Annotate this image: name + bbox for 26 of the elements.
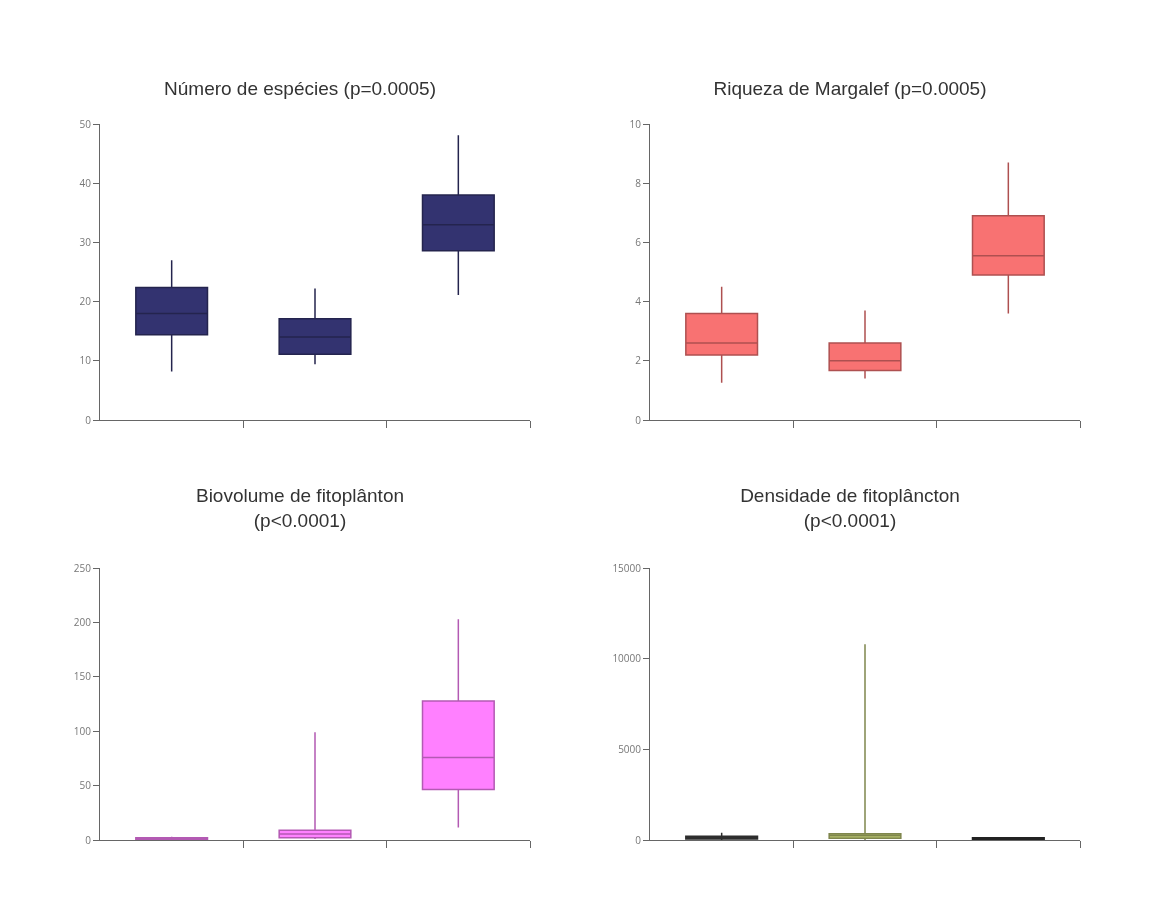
y-tick-label: 100: [73, 723, 92, 738]
y-tick-label: 0: [85, 412, 92, 427]
y-tick-label: 10: [79, 353, 92, 368]
y-tick-label: 10: [629, 116, 642, 131]
y-tick-label: 0: [85, 832, 92, 847]
y-tick-label: 250: [73, 560, 92, 575]
y-tick-label: 0: [635, 412, 642, 427]
chart-title: Riqueza de Margalef (p=0.0005): [713, 78, 987, 100]
y-tick-label: 2: [635, 353, 642, 368]
y-tick-label: 50: [79, 778, 92, 793]
chart-title: Número de espécies (p=0.0005): [164, 78, 436, 100]
y-tick-label: 20: [79, 294, 92, 309]
y-tick-label: 0: [635, 832, 642, 847]
chart-title: Biovolume de fitoplânton (p<0.0001): [195, 485, 405, 531]
y-tick-label: 150: [73, 669, 92, 684]
y-tick-label: 5000: [618, 741, 642, 756]
y-tick-label: 10000: [612, 651, 642, 666]
y-tick-label: 6: [635, 234, 642, 249]
y-tick-label: 50: [79, 116, 92, 131]
y-tick-label: 40: [79, 175, 92, 190]
y-tick-label: 200: [73, 614, 92, 629]
y-tick-label: 8: [635, 175, 642, 190]
y-tick-label: 15000: [612, 560, 642, 575]
y-tick-label: 30: [79, 234, 92, 249]
y-tick-label: 4: [635, 294, 642, 309]
chart-title: Densidade de fitoplâncton (p<0.0001): [740, 485, 960, 531]
